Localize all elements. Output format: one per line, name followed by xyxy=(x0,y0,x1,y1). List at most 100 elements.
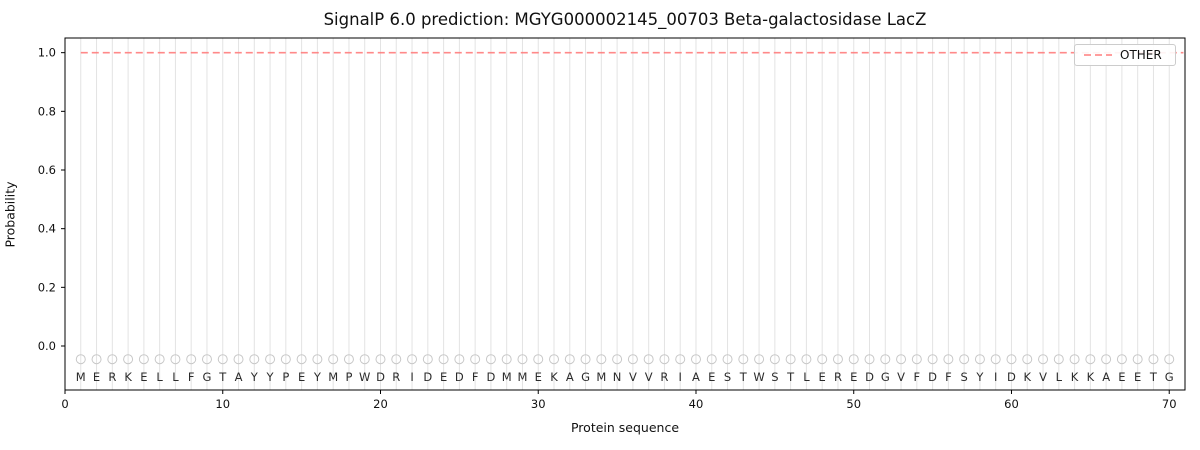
residue-marker-circle xyxy=(1006,354,1017,365)
residue-letter: E xyxy=(93,370,100,384)
residue-letter: K xyxy=(550,370,558,384)
residue-marker-circle xyxy=(690,354,701,365)
residue-letter: V xyxy=(897,370,905,384)
residue-letter: D xyxy=(376,370,385,384)
residue-marker-circle xyxy=(1069,354,1080,365)
residue-letter: D xyxy=(423,370,432,384)
residue-marker-circle xyxy=(643,354,654,365)
residue-marker-circle xyxy=(296,354,307,365)
residue-marker-circle xyxy=(675,354,686,365)
residue-letter: E xyxy=(298,370,305,384)
residue-letter: A xyxy=(1102,370,1110,384)
residue-marker-circle xyxy=(896,354,907,365)
residue-marker-circle xyxy=(864,354,875,365)
y-tick-label: 1.0 xyxy=(38,46,56,60)
residue-marker-circle xyxy=(832,354,843,365)
residue-marker-circle xyxy=(438,354,449,365)
residue-letter: K xyxy=(1023,370,1031,384)
y-tick-label: 0.2 xyxy=(38,280,56,294)
residue-marker-circle xyxy=(754,354,765,365)
residue-letter: W xyxy=(753,370,764,384)
legend-label-other: OTHER xyxy=(1120,48,1162,62)
chart-title: SignalP 6.0 prediction: MGYG000002145_00… xyxy=(323,10,927,29)
residue-marker-circle xyxy=(738,354,749,365)
residue-marker-circle xyxy=(312,354,323,365)
residue-letter: S xyxy=(960,370,967,384)
residue-letter: G xyxy=(203,370,212,384)
residue-letter: G xyxy=(881,370,890,384)
residue-letter: I xyxy=(679,370,682,384)
residue-marker-circle xyxy=(1116,354,1127,365)
residue-letter: L xyxy=(172,370,179,384)
residue-letter: K xyxy=(1071,370,1079,384)
residue-letter: D xyxy=(1007,370,1016,384)
residue-letter: E xyxy=(708,370,715,384)
residue-letter: Y xyxy=(975,370,984,384)
residue-letter: L xyxy=(1056,370,1063,384)
x-tick-label: 50 xyxy=(846,397,861,411)
residue-letter: R xyxy=(834,370,842,384)
residue-letter: F xyxy=(472,370,479,384)
residue-letter: P xyxy=(345,370,352,384)
residue-marker-circle xyxy=(785,354,796,365)
residue-letter: R xyxy=(392,370,400,384)
residue-marker-circle xyxy=(1022,354,1033,365)
legend-dashed-line-icon xyxy=(1084,54,1112,56)
residue-marker-circle xyxy=(1164,354,1175,365)
residue-letter: P xyxy=(282,370,289,384)
residue-marker-circle xyxy=(107,354,118,365)
x-tick-label: 20 xyxy=(373,397,388,411)
residue-letter: K xyxy=(1087,370,1095,384)
residue-marker-circle xyxy=(123,354,134,365)
residue-letter: Y xyxy=(313,370,322,384)
residue-letter: V xyxy=(1039,370,1047,384)
residue-marker-circle xyxy=(422,354,433,365)
residue-letter: R xyxy=(108,370,116,384)
residue-marker-circle xyxy=(186,354,197,365)
residue-letter: S xyxy=(724,370,731,384)
residue-letter: E xyxy=(440,370,447,384)
residue-marker-circle xyxy=(612,354,623,365)
residue-letter: E xyxy=(1118,370,1125,384)
residue-letter: G xyxy=(581,370,590,384)
residue-letter: F xyxy=(188,370,195,384)
x-tick-label: 40 xyxy=(689,397,704,411)
residue-letter: G xyxy=(1165,370,1174,384)
residue-marker-circle xyxy=(391,354,402,365)
residue-letter: M xyxy=(328,370,338,384)
residue-marker-circle xyxy=(280,354,291,365)
residue-letter: M xyxy=(76,370,86,384)
legend-box: OTHER xyxy=(1074,44,1176,66)
residue-letter: L xyxy=(156,370,163,384)
residue-letter: T xyxy=(786,370,795,384)
residue-marker-circle xyxy=(375,354,386,365)
residue-letter: N xyxy=(613,370,622,384)
residue-letter: K xyxy=(124,370,132,384)
residue-marker-circle xyxy=(343,354,354,365)
residue-letter: E xyxy=(140,370,147,384)
residue-marker-circle xyxy=(170,354,181,365)
y-tick-label: 0.8 xyxy=(38,104,56,118)
residue-marker-circle xyxy=(1132,354,1143,365)
residue-letter: I xyxy=(410,370,413,384)
residue-marker-circle xyxy=(943,354,954,365)
residue-letter: A xyxy=(566,370,574,384)
y-tick-label: 0.0 xyxy=(38,339,56,353)
residue-marker-circle xyxy=(596,354,607,365)
residue-letter: T xyxy=(1149,370,1158,384)
residue-marker-circle xyxy=(974,354,985,365)
residue-marker-circle xyxy=(848,354,859,365)
residue-letter: F xyxy=(914,370,921,384)
residue-marker-circle xyxy=(722,354,733,365)
residue-marker-circle xyxy=(1101,354,1112,365)
residue-letter: S xyxy=(771,370,778,384)
residue-marker-circle xyxy=(201,354,212,365)
residue-letter: W xyxy=(359,370,370,384)
residue-letter: D xyxy=(486,370,495,384)
residue-marker-circle xyxy=(627,354,638,365)
residue-letter: L xyxy=(803,370,810,384)
residue-letter: E xyxy=(819,370,826,384)
residue-marker-circle xyxy=(249,354,260,365)
